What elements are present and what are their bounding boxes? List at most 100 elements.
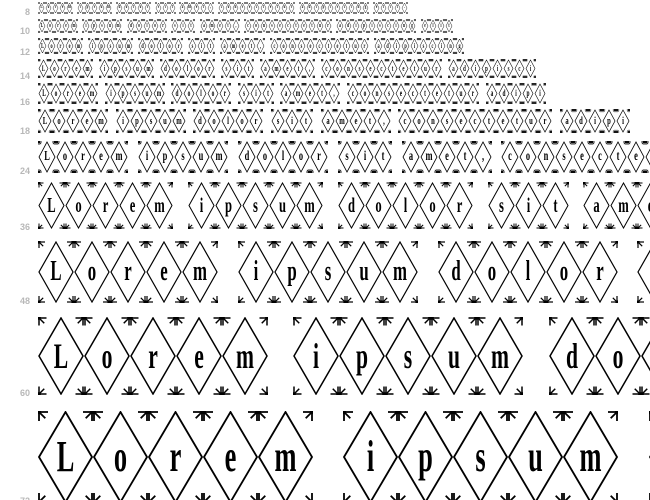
glyph: a (583, 182, 610, 229)
glyph: r (159, 19, 167, 33)
glyph: r (249, 109, 263, 133)
glyph: r (324, 19, 332, 33)
glyph: l (641, 317, 650, 395)
glyph: s (268, 19, 276, 33)
glyph: i (437, 19, 445, 33)
glyph: o (256, 141, 274, 173)
glyph: o (332, 59, 343, 78)
glyph: l (221, 109, 235, 133)
glyph: l (182, 59, 193, 78)
glyph: n (260, 19, 268, 33)
glyph: r (582, 241, 618, 303)
glyph: , (328, 83, 340, 104)
glyph: i (368, 19, 376, 33)
glyph: e (65, 38, 74, 54)
glyph: u (192, 141, 210, 173)
glyph: r (54, 19, 62, 33)
glyph: e (365, 59, 376, 78)
glyph: n (400, 19, 408, 33)
glyph: s (354, 59, 365, 78)
glyph: i (82, 19, 90, 33)
glyph: s (239, 2, 246, 14)
glyph: e (421, 19, 429, 33)
glyph: m (70, 19, 78, 33)
waterfall-row-10: 10Loremipsumdolorsitamet,consecteturadip… (0, 19, 650, 38)
glyph: m (86, 83, 98, 104)
size-label: 36 (0, 222, 30, 232)
glyph: i (105, 83, 117, 104)
glyph: s (91, 2, 98, 14)
sample-text: Loremipsumdolorsi (38, 241, 650, 308)
glyph: o (65, 182, 92, 229)
glyph: m (563, 411, 618, 500)
glyph: o (595, 317, 641, 395)
glyph: n (371, 83, 383, 104)
glyph: t (342, 38, 351, 54)
glyph: r (467, 83, 479, 104)
glyph: u (455, 83, 467, 104)
glyph: e (496, 109, 510, 133)
glyph: e (300, 19, 308, 33)
glyph: e (395, 83, 407, 104)
glyph: u (281, 2, 288, 14)
glyph: e (627, 141, 645, 173)
glyph: i (99, 59, 110, 78)
glyph: m (66, 2, 73, 14)
glyph: t (187, 19, 195, 33)
glyph: l (274, 141, 292, 173)
glyph: a (299, 2, 306, 14)
glyph: i (616, 109, 630, 133)
glyph: o (207, 109, 221, 133)
glyph: n (288, 38, 297, 54)
glyph: o (56, 141, 74, 173)
glyph: m (229, 38, 238, 54)
glyph: i (534, 83, 546, 104)
glyph: l (156, 38, 165, 54)
glyph: e (304, 83, 316, 104)
glyph: e (193, 2, 200, 14)
glyph: t (324, 38, 333, 54)
glyph: t (482, 109, 496, 133)
glyph: L (38, 317, 84, 395)
glyph: l (195, 83, 207, 104)
glyph: s (174, 141, 192, 173)
glyph: s (488, 182, 515, 229)
glyph: s (238, 83, 250, 104)
glyph: a (448, 59, 459, 78)
glyph: n (343, 59, 354, 78)
glyph: a (374, 38, 383, 54)
glyph: m (335, 109, 349, 133)
glyph: d (344, 19, 352, 33)
glyph: t (363, 109, 377, 133)
glyph: u (106, 19, 114, 33)
glyph: o (45, 2, 52, 14)
glyph: i (77, 2, 84, 14)
glyph: r (66, 109, 80, 133)
glyph: e (146, 241, 182, 303)
size-label: 14 (0, 71, 30, 81)
glyph: i (470, 59, 481, 78)
glyph: i (116, 109, 130, 133)
glyph: o (225, 2, 232, 14)
glyph: e (398, 59, 409, 78)
glyph: o (359, 83, 371, 104)
glyph: i (437, 38, 446, 54)
glyph: d (238, 141, 256, 173)
glyph: p (90, 19, 98, 33)
glyph: d (193, 109, 207, 133)
glyph: L (38, 38, 47, 54)
glyph: i (410, 38, 419, 54)
glyph: t (308, 19, 316, 33)
glyph: e (306, 38, 315, 54)
glyph: c (591, 141, 609, 173)
glyph: r (62, 83, 74, 104)
glyph: s (171, 19, 179, 33)
glyph: a (486, 83, 498, 104)
glyph: e (238, 38, 247, 54)
size-label: 16 (0, 97, 30, 107)
glyph: o (365, 182, 392, 229)
glyph: u (316, 19, 324, 33)
glyph: s (221, 59, 232, 78)
glyph: s (98, 19, 106, 33)
glyph: t (609, 141, 627, 173)
